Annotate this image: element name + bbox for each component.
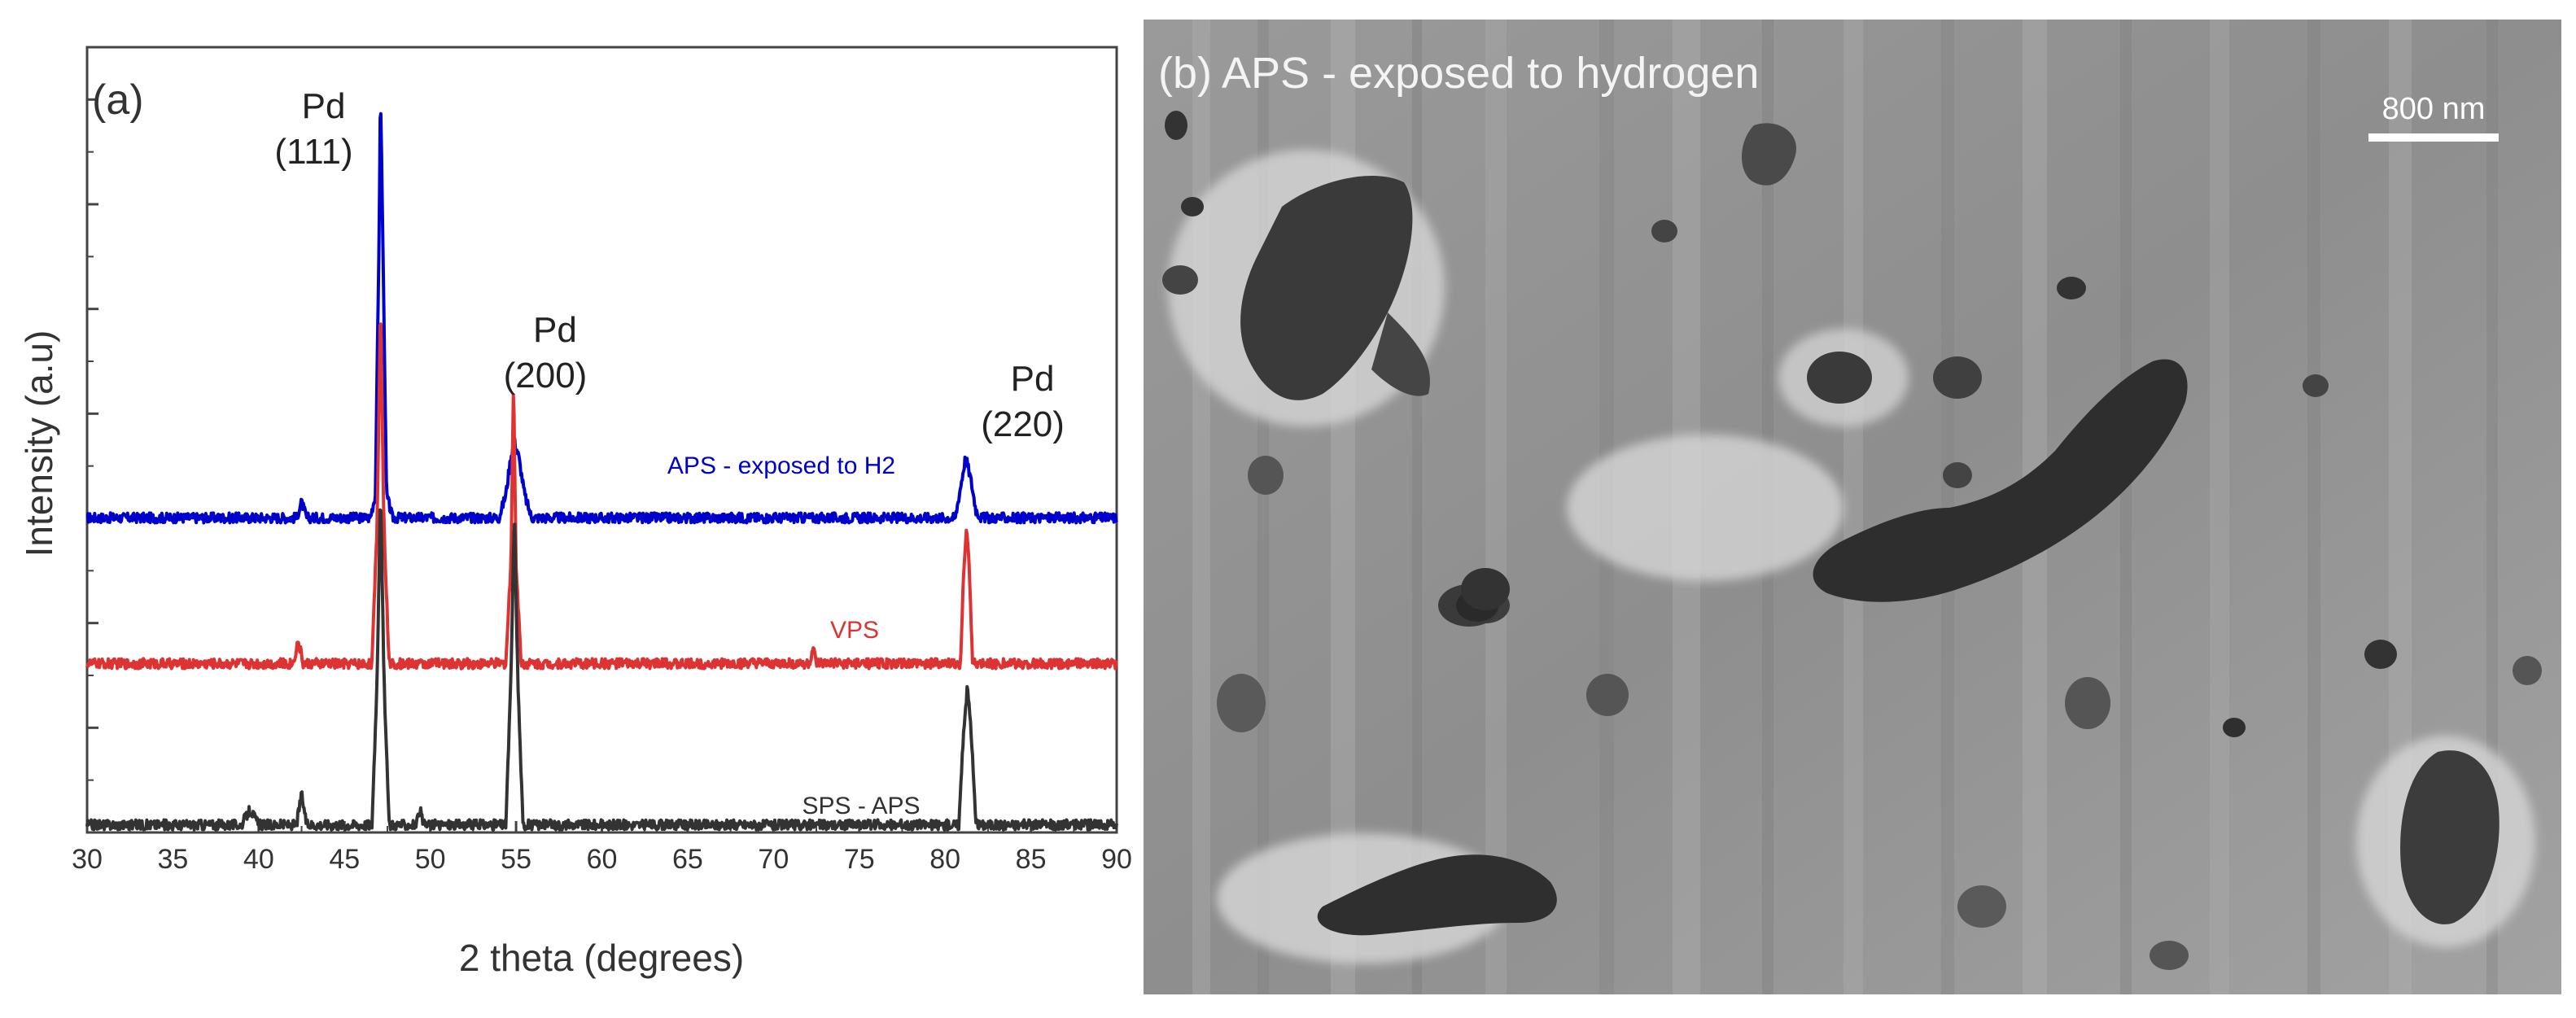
- x-tick-label: 35: [158, 844, 189, 875]
- peak-label-element: Pd: [302, 86, 346, 126]
- scale-bar: [2368, 133, 2499, 142]
- series-label: SPS - APS: [802, 793, 920, 819]
- series-line-2: [85, 322, 1118, 671]
- x-tick-label: 90: [1101, 844, 1131, 875]
- x-tick-label: 60: [587, 844, 618, 875]
- peak-labels: Pd (111) Pd (200) Pd (220): [274, 86, 1065, 444]
- x-tick-label: 45: [329, 844, 360, 875]
- panel-b-label: (b) APS - exposed to hydrogen: [1158, 49, 1759, 98]
- x-tick-label: 75: [844, 844, 875, 875]
- x-tick-label: 80: [929, 844, 960, 875]
- x-tick-label: 85: [1016, 844, 1047, 875]
- peak-label-element: Pd: [1011, 359, 1055, 399]
- x-axis: 30 35 40 45 50 55 60 65 70 75 80 85 90: [72, 821, 1131, 875]
- sem-micrograph: (b) APS - exposed to hydrogen 800 nm: [1144, 20, 2561, 994]
- pores: [1162, 111, 2542, 970]
- series-label: VPS: [830, 617, 879, 644]
- x-tick-label: 70: [758, 844, 789, 875]
- peak-label-element: Pd: [533, 310, 577, 350]
- series-line-1: [85, 111, 1118, 525]
- plot-frame: [85, 46, 1118, 834]
- x-tick-label: 55: [501, 844, 531, 875]
- series-labels: APS - exposed to H2 VPS SPS - APS: [667, 452, 921, 819]
- x-axis-label: 2 theta (degrees): [459, 937, 744, 979]
- series-group: [85, 111, 1118, 832]
- series-line-3: [85, 508, 1118, 832]
- x-tick-label: 65: [672, 844, 703, 875]
- x-tick-label: 40: [243, 844, 274, 875]
- x-tick-label: 50: [415, 844, 446, 875]
- peak-label-hkl: (220): [981, 404, 1065, 444]
- peak-label-hkl: (111): [274, 132, 352, 172]
- panel-a-label: (a): [92, 76, 144, 124]
- peak-label-hkl: (200): [504, 356, 588, 395]
- x-tick-label: 30: [72, 844, 103, 875]
- y-axis-label: Intensity (a.u): [18, 330, 60, 557]
- xrd-chart: 30 35 40 45 50 55 60 65 70 75 80 85 90 Pd (111) Pd (200…: [18, 46, 1131, 979]
- series-label: APS - exposed to H2: [667, 452, 895, 479]
- scale-bar-label: 800 nm: [2382, 92, 2486, 126]
